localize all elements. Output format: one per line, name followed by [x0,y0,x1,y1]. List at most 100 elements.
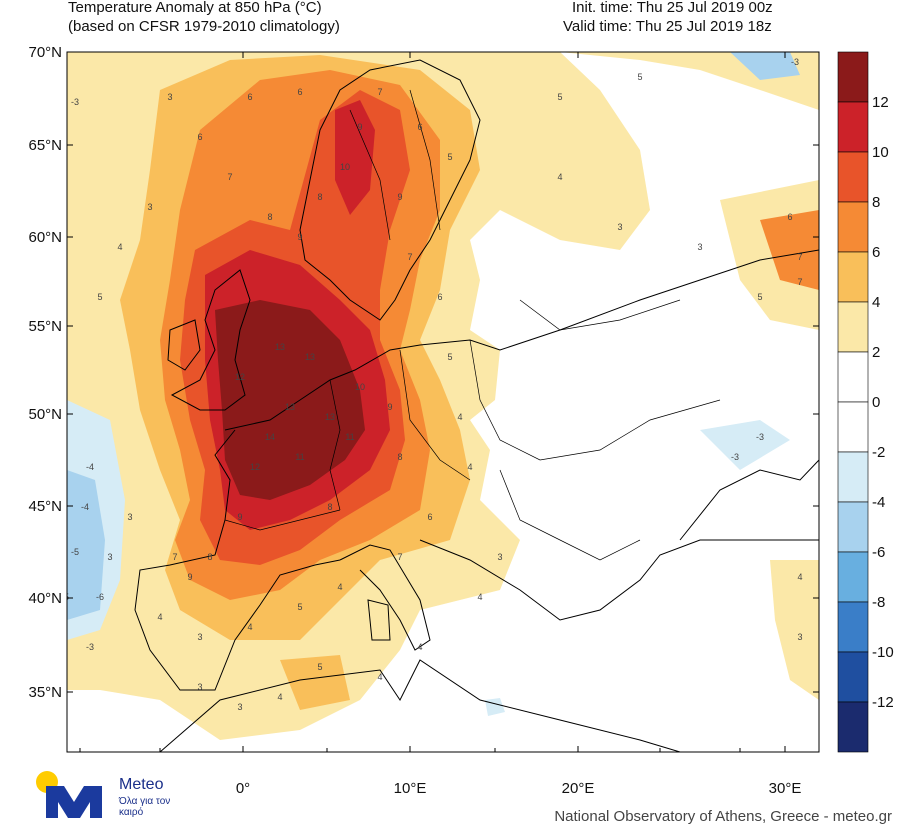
anomaly-value: -4 [86,462,94,472]
lat-label: 55°N [28,318,62,335]
lat-label: 40°N [28,590,62,607]
init-time: Init. time: Thu 25 Jul 2019 00z [572,0,773,16]
anomaly-value: 3 [197,632,202,642]
anomaly-value: 5 [317,662,322,672]
anomaly-value: 6 [297,87,302,97]
colorbar-segment [837,201,869,253]
anomaly-value: 7 [797,252,802,262]
meteo-logo-mark [36,771,102,818]
colorbar-label: 2 [872,344,880,361]
anomaly-value: 4 [467,462,472,472]
anomaly-value: -6 [96,592,104,602]
central-europe-border [469,339,721,461]
anomaly-value: 3 [167,92,172,102]
anomaly-4-6-africa [280,655,350,710]
anomaly-value: -4 [81,502,89,512]
colorbar-label: 10 [872,144,889,161]
iberia-france-coast [134,429,341,691]
anomaly-value: 13 [305,352,315,362]
anomaly-value: 5 [297,602,302,612]
anomaly-value: 8 [207,552,212,562]
colorbar-segment [837,151,869,203]
anomaly-value: -3 [731,452,739,462]
latitude-axis: 70°N 65°N 60°N 55°N 50°N 45°N 40°N 35°N [28,44,819,701]
sweden-finland-border [409,89,441,231]
anomaly-value: 7 [397,552,402,562]
colorbar-segment [837,701,869,753]
baltic-border [519,299,681,331]
anomaly-value: -5 [71,547,79,557]
anomaly-value: 4 [157,612,162,622]
anomaly-value: 11 [345,432,354,442]
colorbar-segment [837,601,869,653]
anomaly-value: -5 [61,592,69,602]
anomaly-value: 3 [197,682,202,692]
anomaly-value: 4 [417,642,422,652]
anomaly-value: 6 [787,212,792,222]
colorbar-segment [837,451,869,503]
colorbar-label: -2 [872,444,885,461]
black-sea-coast [679,459,819,541]
lat-label: 65°N [28,137,62,154]
anomaly-field [67,52,819,740]
anomaly-value: 4 [797,572,802,582]
anomaly-0-2-balkans [540,380,780,520]
anomaly-value: 6 [197,132,202,142]
anomaly-value: 4 [337,582,342,592]
lat-label: 70°N [28,44,62,61]
anomaly-value: 3 [127,512,132,522]
colorbar-segment [837,51,869,103]
colorbar-segment [837,501,869,553]
colorbar-label: 12 [872,94,889,111]
country-borders [224,89,721,561]
great-britain-coast [170,269,251,411]
anomaly-value: 8 [267,212,272,222]
anomaly-value: 10 [355,382,365,392]
colorbar-segment [837,101,869,153]
lon-label: 30°E [769,780,802,797]
anomaly-value: 9 [237,512,242,522]
anomaly-value: 9 [387,402,392,412]
map-title: Temperature Anomaly at 850 hPa (°C) [68,0,322,16]
anomaly-10-12-scandinavia [335,100,375,215]
anomaly-value: 11 [295,452,304,462]
anomaly-value: 5 [447,352,452,362]
anomaly-value: 9 [357,122,362,132]
map-subtitle: (based on CFSR 1979-2010 climatology) [68,18,340,35]
credit-line: National Observatory of Athens, Greece -… [554,808,892,825]
colorbar-label: -6 [872,544,885,561]
italy-coast [339,544,431,651]
ireland-coast [167,319,201,371]
colorbar-label: 0 [872,394,880,411]
logo-name: Meteo [119,776,164,793]
anomaly-value: 6 [437,292,442,302]
scandinavia-coast [299,59,481,321]
anomaly-value: 4 [117,242,122,252]
anomaly-value: 13 [325,412,335,422]
anomaly-value: 6 [427,512,432,522]
anomaly-value: 6 [247,92,252,102]
anomaly-value: -3 [86,642,94,652]
anomaly-value: 3 [617,222,622,232]
colorbar-label: -8 [872,594,885,611]
anomaly-value: 7 [227,172,232,182]
balkan-border [499,469,641,561]
anomaly-6-8-east [760,210,819,290]
anomaly-value: 9 [397,192,402,202]
logo-tagline: Όλα για τον καιρό [119,796,171,818]
anomaly-value: 7 [172,552,177,562]
lat-label: 45°N [28,498,62,515]
anomaly-value: 10 [340,162,350,172]
colorbar-label: -10 [872,644,894,661]
colorbar-label: 6 [872,244,880,261]
anomaly-value: 9 [187,572,192,582]
colorbar-segment [837,551,869,603]
lon-label: 10°E [394,780,427,797]
meteo-logo: Meteo Όλα για τον καιρό [34,768,184,824]
anomaly-over-12-zone [215,300,365,500]
anomaly-value: 9 [297,232,302,242]
anomaly-value: 5 [557,92,562,102]
colorbar-segment [837,401,869,453]
